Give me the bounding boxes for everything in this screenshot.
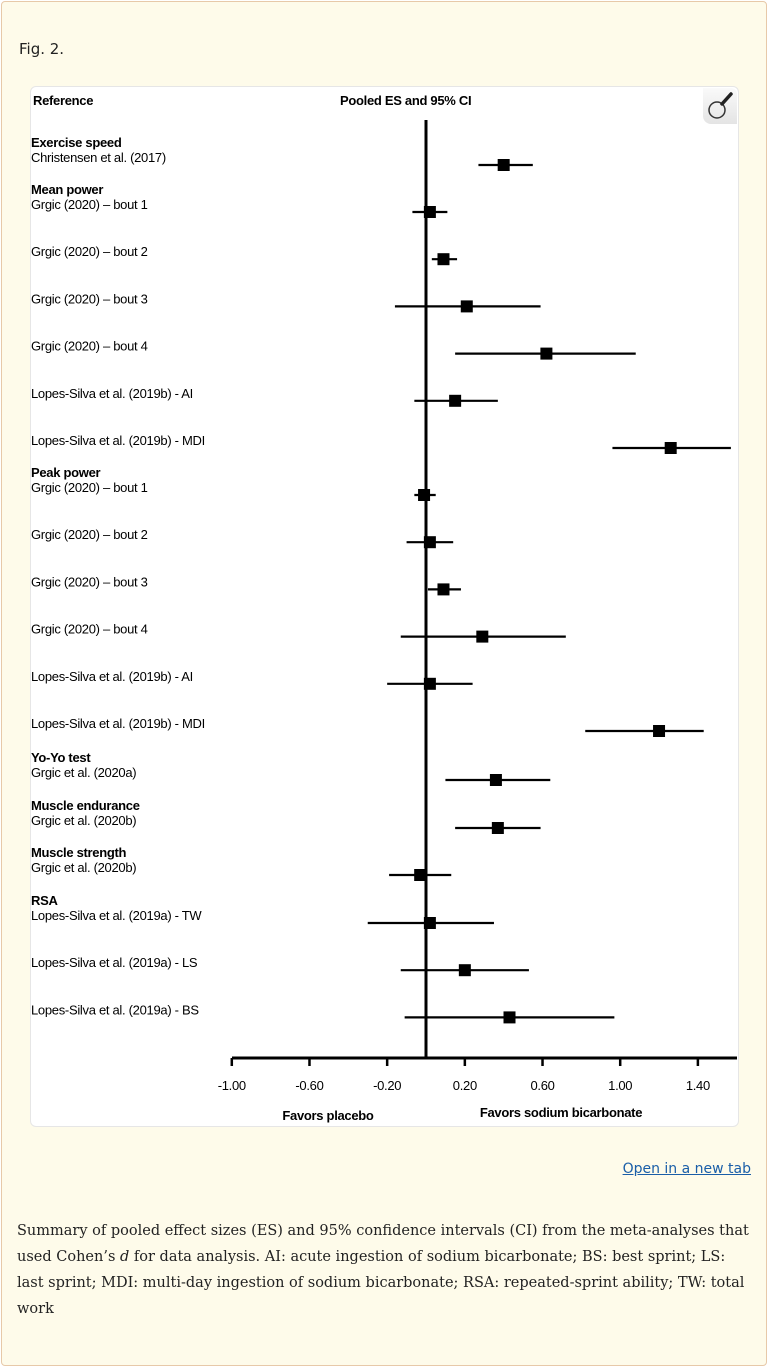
study-label: Christensen et al. (2017) [31, 150, 166, 165]
effect-size-marker [653, 725, 666, 737]
open-in-new-tab-link[interactable]: Open in a new tab [622, 1161, 751, 1177]
study-label: Grgic (2020) – bout 4 [31, 339, 148, 354]
effect-size-marker [460, 300, 473, 313]
x-tick-label: -0.20 [373, 1078, 401, 1093]
effect-size-marker [489, 774, 502, 786]
study-label: Grgic (2020) – bout 3 [31, 574, 148, 589]
effect-size-marker [423, 917, 436, 929]
x-tick-label: -0.60 [295, 1078, 323, 1093]
effect-size-marker [437, 253, 450, 266]
study-label: Lopes-Silva et al. (2019a) - TW [31, 908, 202, 923]
study-label: Grgic (2020) – bout 1 [31, 480, 148, 495]
reference-header: Reference [33, 93, 93, 108]
estimate-header: Pooled ES and 95% CI [340, 93, 471, 108]
study-label: Grgic (2020) – bout 4 [31, 622, 148, 637]
x-tick-label: 1.40 [686, 1078, 710, 1093]
effect-size-marker [664, 442, 677, 454]
effect-size-marker [497, 159, 510, 171]
study-label: Grgic (2020) – bout 2 [31, 244, 148, 259]
figure-label: Fig. 2. [19, 40, 65, 58]
group-heading: Mean power [31, 182, 103, 197]
x-label-favors-sodium-bicarbonate: Favors sodium bicarbonate [480, 1105, 642, 1120]
study-label: Lopes-Silva et al. (2019a) - LS [31, 955, 198, 970]
study-label: Grgic et al. (2020b) [31, 813, 136, 828]
effect-size-marker [414, 869, 427, 881]
study-label: Lopes-Silva et al. (2019b) - AI [31, 669, 193, 684]
caption-text-1: Summary of pooled effect sizes (ES) and … [17, 1223, 749, 1265]
zoom-button[interactable] [703, 88, 737, 124]
study-label: Grgic (2020) – bout 2 [31, 527, 148, 542]
group-heading: Peak power [31, 465, 100, 480]
study-label: Lopes-Silva et al. (2019a) - BS [31, 1002, 199, 1017]
effect-size-marker [503, 1011, 516, 1024]
study-label: Grgic (2020) – bout 1 [31, 197, 148, 212]
effect-size-marker [423, 206, 436, 218]
forest-plot: Reference Pooled ES and 95% CI Exercise sp… [31, 93, 737, 1123]
group-heading: Muscle endurance [31, 798, 140, 813]
effect-size-marker [491, 822, 504, 834]
effect-size-marker [423, 536, 436, 549]
x-label-favors-placebo: Favors placebo [282, 1108, 374, 1123]
caption-italic: d [120, 1249, 130, 1265]
effect-size-marker [423, 677, 436, 690]
group-heading: RSA [31, 893, 58, 908]
study-label: Grgic et al. (2020a) [31, 765, 136, 780]
study-label: Grgic et al. (2020b) [31, 860, 136, 875]
effect-size-marker [449, 394, 462, 407]
forest-plot-panel [30, 86, 739, 1127]
effect-size-marker [476, 630, 489, 643]
study-label: Lopes-Silva et al. (2019b) - MDI [31, 433, 205, 448]
magnifier-icon [708, 92, 733, 119]
study-label: Grgic (2020) – bout 3 [31, 291, 148, 306]
caption-text-2: for data analysis. AI: acute ingestion o… [17, 1249, 745, 1317]
x-tick-label: 0.60 [530, 1078, 554, 1093]
figure-caption: Summary of pooled effect sizes (ES) and … [17, 1218, 752, 1322]
effect-size-marker [418, 489, 431, 501]
effect-size-marker [437, 583, 450, 596]
x-tick-label: -1.00 [218, 1078, 246, 1093]
group-heading: Muscle strength [31, 845, 127, 860]
study-label: Lopes-Silva et al. (2019b) - MDI [31, 716, 205, 731]
group-heading: Exercise speed [31, 135, 122, 150]
group-heading: Yo-Yo test [31, 750, 91, 765]
effect-size-marker [458, 964, 471, 977]
study-label: Lopes-Silva et al. (2019b) - AI [31, 386, 193, 401]
x-tick-label: 1.00 [608, 1078, 632, 1093]
x-tick-label: 0.20 [453, 1078, 477, 1093]
effect-size-marker [540, 347, 553, 360]
